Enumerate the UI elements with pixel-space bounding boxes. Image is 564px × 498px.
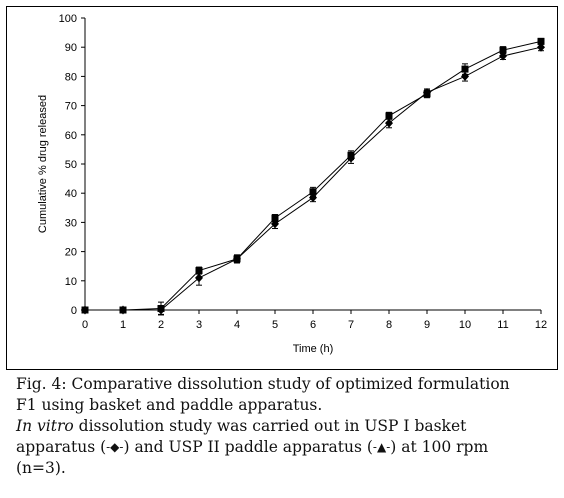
data-point-square <box>271 214 279 222</box>
caption-line-1: Fig. 4: Comparative dissolution study of… <box>16 375 510 393</box>
figure: 0 10 20 30 40 50 60 70 80 90 100 0 1 2 3 4 5 6 7 8 9 10 11 12 C… <box>6 6 558 370</box>
y-tick-label: 90 <box>65 42 77 54</box>
data-point-diamond <box>271 219 279 229</box>
series-diamond <box>81 42 545 315</box>
x-tick-label: 8 <box>386 319 392 331</box>
figure-caption: Fig. 4: Comparative dissolution study of… <box>16 374 556 479</box>
y-tick-label: 20 <box>65 247 77 259</box>
series-layer <box>81 37 545 316</box>
x-tick-label: 9 <box>424 319 430 331</box>
x-tick-label: 11 <box>497 319 508 331</box>
data-point-diamond <box>195 273 203 283</box>
data-point-diamond <box>385 118 393 128</box>
y-tick-label: 50 <box>65 159 77 171</box>
data-point-diamond <box>499 51 507 61</box>
data-point-diamond <box>423 87 431 97</box>
data-point-square <box>461 65 469 73</box>
x-tick-label: 6 <box>310 319 316 331</box>
y-tick-label: 10 <box>65 276 77 288</box>
y-tick-label: 40 <box>65 188 77 200</box>
data-point-diamond <box>119 305 127 315</box>
data-point-square <box>385 112 393 120</box>
x-axis-label: Time (h) <box>293 343 334 355</box>
caption-line-4-b: ) and USP II paddle apparatus ( <box>123 438 373 456</box>
x-tick-label: 7 <box>348 319 354 331</box>
data-point-diamond <box>233 254 241 264</box>
x-tick-label: 4 <box>234 319 240 331</box>
figure-frame <box>6 6 558 370</box>
data-point-diamond <box>157 305 165 315</box>
y-tick-label: 30 <box>65 217 77 229</box>
caption-line-4-a: apparatus ( <box>16 438 107 456</box>
x-tick-label: 1 <box>120 319 126 331</box>
data-point-diamond <box>309 193 317 203</box>
y-tick-label: 0 <box>71 305 77 317</box>
caption-line-2: F1 using basket and paddle apparatus. <box>16 396 323 414</box>
x-tick-label: 5 <box>272 319 278 331</box>
x-tick-label: 12 <box>535 319 547 331</box>
caption-line-4-c: ) at 100 rpm <box>390 438 489 456</box>
triangle-symbol-icon: -▲- <box>372 440 391 454</box>
y-tick-label: 80 <box>65 71 77 83</box>
caption-in-vitro: In vitro <box>16 417 74 435</box>
y-tick-label: 100 <box>59 13 77 25</box>
x-tick-label: 2 <box>158 319 164 331</box>
data-point-square <box>499 46 507 54</box>
data-point-diamond <box>347 153 355 163</box>
y-tick-label: 60 <box>65 130 77 142</box>
data-point-diamond <box>81 305 89 315</box>
caption-line-3-rest: dissolution study was carried out in USP… <box>73 417 467 435</box>
y-tick-label: 70 <box>65 101 77 113</box>
caption-line-3: In vitro dissolution study was carried o… <box>16 416 556 437</box>
data-point-diamond <box>537 42 545 52</box>
diamond-symbol-icon: -◆- <box>106 440 124 454</box>
x-tick-label: 10 <box>459 319 471 331</box>
data-point-diamond <box>461 71 469 81</box>
caption-line-4: apparatus (-◆-) and USP II paddle appara… <box>16 437 556 458</box>
x-tick-label: 3 <box>196 319 202 331</box>
caption-line-5: (n=3). <box>16 459 66 477</box>
data-point-square <box>537 37 545 45</box>
x-tick-label: 0 <box>82 319 88 331</box>
y-axis-label: Cumulative % drug released <box>37 95 49 233</box>
data-point-square <box>309 188 317 196</box>
